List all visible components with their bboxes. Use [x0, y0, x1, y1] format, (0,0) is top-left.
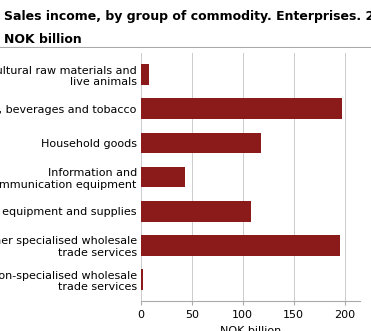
Bar — [141, 269, 143, 290]
X-axis label: NOK billion: NOK billion — [220, 326, 281, 331]
Bar — [141, 133, 261, 153]
Bar — [141, 98, 342, 119]
Bar — [141, 235, 339, 256]
Text: Sales income, by group of commodity. Enterprises. 2008.: Sales income, by group of commodity. Ent… — [4, 10, 371, 23]
Bar — [141, 64, 149, 85]
Bar — [141, 167, 185, 187]
Bar — [141, 201, 251, 221]
Text: NOK billion: NOK billion — [4, 33, 82, 46]
